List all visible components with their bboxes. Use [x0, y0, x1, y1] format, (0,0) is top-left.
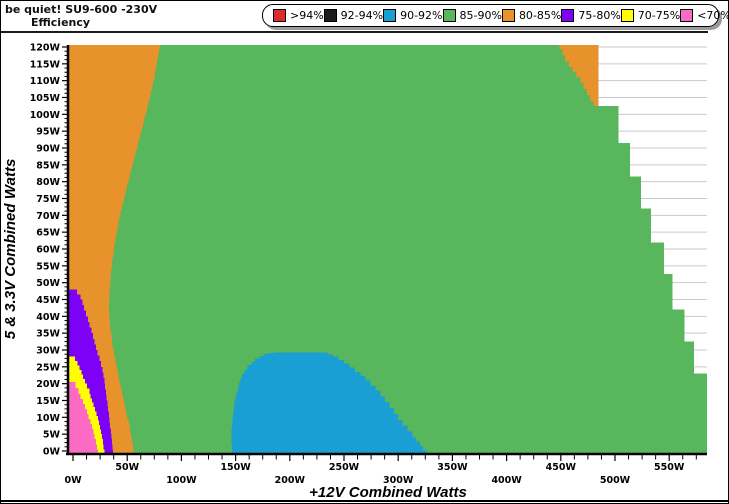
legend-swatch [561, 9, 575, 22]
x-tick-label: 300W [383, 475, 414, 486]
y-tick-label: 100W [30, 110, 61, 121]
x-tick-label: 550W [654, 462, 685, 473]
x-tick-label: 400W [491, 475, 522, 486]
region-85-90pct-main [69, 45, 707, 453]
legend-label: 92-94% [340, 9, 384, 22]
legend-swatch [620, 9, 634, 22]
y-tick-label: 15W [36, 396, 60, 407]
legend-label: 80-85% [518, 9, 562, 22]
region-90-92pct [231, 352, 427, 453]
y-tick-label: 0W [43, 447, 61, 458]
y-tick-label: 30W [36, 345, 60, 356]
legend-item: 85-90% [442, 9, 502, 22]
legend-swatch [323, 9, 337, 22]
y-axis-title: 5 & 3.3V Combined Watts [2, 159, 19, 340]
y-tick-label: 20W [36, 379, 60, 390]
y-tick-label: 55W [36, 261, 60, 272]
y-tick-label: 35W [36, 329, 60, 340]
y-tick-label: 90W [36, 143, 60, 154]
legend-label: 85-90% [459, 9, 502, 22]
legend-label: 75-80% [578, 9, 621, 22]
chart-subtitle: Efficiency [31, 16, 91, 29]
region-80-85pct-topright [559, 45, 599, 106]
legend-label: <70% [697, 9, 729, 22]
y-tick-label: 110W [30, 76, 61, 87]
y-tick-label: 45W [36, 295, 60, 306]
y-tick-label: 85W [36, 160, 60, 171]
x-tick-label: 50W [115, 462, 139, 473]
legend-swatch [680, 9, 694, 22]
y-tick-label: 105W [30, 93, 61, 104]
x-tick-label: 450W [546, 462, 577, 473]
legend-swatch [442, 9, 456, 22]
x-tick-label: 100W [166, 475, 197, 486]
legend-item: >94% [273, 9, 324, 22]
legend-label: 90-92% [400, 9, 443, 22]
y-tick-label: 10W [36, 413, 60, 424]
x-tick-label: 350W [437, 462, 468, 473]
legend-item: 75-80% [561, 9, 621, 22]
x-tick-label: 250W [329, 462, 360, 473]
y-tick-label: 80W [36, 177, 60, 188]
legend-swatch [383, 9, 397, 22]
y-tick-label: 60W [36, 244, 60, 255]
x-tick-label: 200W [275, 475, 306, 486]
x-axis-title: +12V Combined Watts [309, 484, 467, 501]
legend-item: <70% [680, 9, 729, 22]
x-tick-label: 500W [600, 475, 631, 486]
y-tick-label: 120W [30, 42, 61, 53]
y-tick-label: 25W [36, 362, 60, 373]
header-divider [1, 31, 708, 33]
x-tick-label: 150W [220, 462, 251, 473]
legend-swatch [273, 9, 286, 22]
y-tick-label: 65W [36, 228, 60, 239]
legend-item: 80-85% [501, 9, 562, 22]
y-tick-label: 95W [36, 127, 60, 138]
y-tick-label: 70W [36, 211, 60, 222]
legend-item: 90-92% [383, 9, 443, 22]
chart-title: be quiet! SU9-600 -230V [5, 3, 158, 16]
legend-label: >94% [290, 9, 324, 22]
y-tick-label: 5W [43, 430, 61, 441]
x-tick-label: 0W [64, 475, 82, 486]
y-tick-label: 50W [36, 278, 60, 289]
legend-label: 70-75% [637, 9, 681, 22]
efficiency-legend: >94% 92-94% 90-92% 85-90% 80-85% 75-80% 70-75%… [262, 4, 728, 27]
legend-item: 92-94% [323, 9, 384, 22]
y-tick-label: 115W [30, 59, 61, 70]
legend-swatch [501, 9, 515, 22]
y-tick-label: 40W [36, 312, 60, 323]
region-under70pct [69, 382, 98, 453]
legend-item: 70-75% [620, 9, 681, 22]
window-bottom-border [1, 500, 728, 502]
y-tick-label: 75W [36, 194, 60, 205]
